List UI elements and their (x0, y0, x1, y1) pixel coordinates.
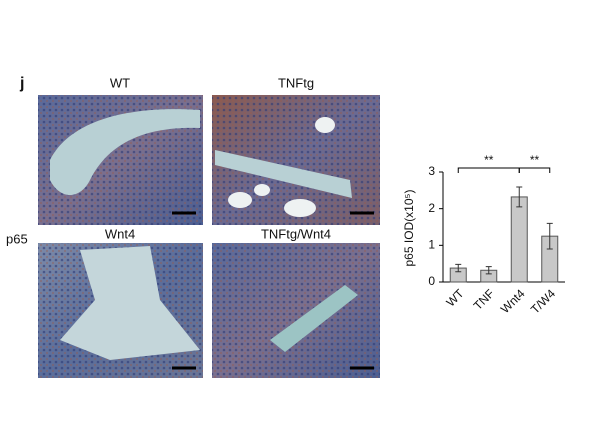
panel-label: j (19, 75, 24, 92)
image-label: Wnt4 (105, 226, 135, 241)
micrograph (212, 95, 380, 225)
significance-label: ** (484, 153, 494, 167)
y-tick-label: 3 (428, 164, 435, 178)
y-tick-label: 1 (428, 238, 435, 252)
y-tick-label: 2 (428, 201, 435, 215)
image-label: WT (110, 75, 130, 90)
bar (510, 196, 528, 283)
y-axis-label: p65 IOD(x10⁵) (402, 189, 416, 266)
row-label: p65 (6, 231, 28, 246)
micrograph (212, 243, 380, 378)
micrograph (38, 243, 203, 378)
error-bar (546, 222, 553, 250)
error-bar (485, 266, 492, 275)
error-bar (516, 186, 523, 208)
significance-bracket (518, 167, 551, 173)
x-tick-label: Wnt4 (498, 286, 528, 316)
significance-bracket (457, 167, 520, 173)
image-label: TNFtg/Wnt4 (261, 226, 331, 241)
x-tick-label: T/W4 (528, 286, 558, 316)
error-bar (455, 263, 462, 273)
x-tick-label: TNF (471, 286, 497, 312)
x-tick-label: WT (444, 286, 468, 310)
micrograph (38, 95, 203, 225)
significance-label: ** (530, 153, 540, 167)
y-tick-label: 0 (428, 274, 435, 288)
image-label: TNFtg (278, 75, 314, 90)
